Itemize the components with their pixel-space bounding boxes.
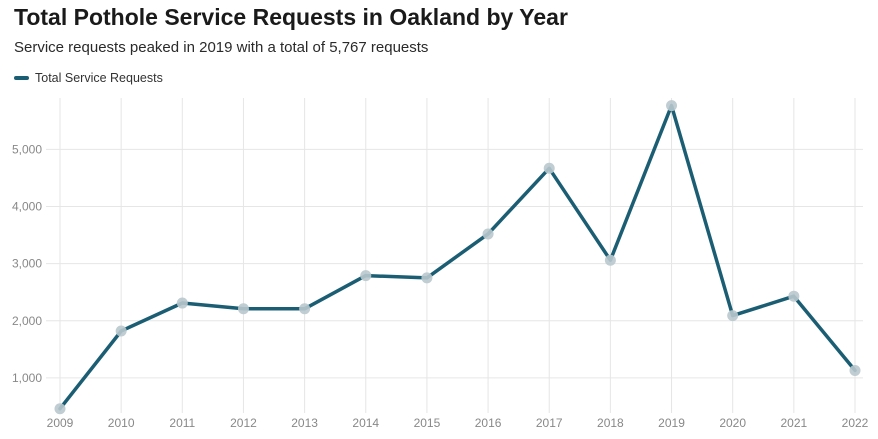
legend-label: Total Service Requests	[35, 71, 163, 85]
data-point	[237, 303, 249, 315]
y-tick-label: 4,000	[12, 200, 42, 214]
x-tick-label: 2011	[169, 416, 195, 430]
x-axis-ticks: 2009 2010 2011 2012 2013 2014 2015 2016 2017 2018…	[47, 416, 869, 430]
legend-swatch	[14, 76, 29, 80]
data-point	[849, 364, 861, 376]
series-line	[58, 103, 857, 411]
x-tick-label: 2017	[536, 416, 563, 430]
data-point	[543, 162, 555, 174]
data-point	[115, 325, 127, 337]
chart-subtitle: Service requests peaked in 2019 with a t…	[14, 39, 429, 56]
data-point	[604, 254, 616, 266]
x-tick-label: 2019	[658, 416, 685, 430]
x-tick-label: 2009	[47, 416, 74, 430]
x-tick-label: 2014	[352, 416, 379, 430]
y-axis-ticks: 1,000 2,000 3,000 4,000 5,000	[12, 142, 42, 384]
y-tick-label: 5,000	[12, 142, 42, 156]
x-tick-label: 2012	[230, 416, 257, 430]
x-tick-label: 2018	[597, 416, 624, 430]
data-point	[482, 228, 494, 240]
x-tick-label: 2010	[108, 416, 135, 430]
data-point	[176, 297, 188, 309]
grid-lines	[46, 98, 863, 413]
x-tick-label: 2015	[414, 416, 441, 430]
y-tick-label: 1,000	[12, 371, 42, 385]
y-tick-label: 2,000	[12, 314, 42, 328]
x-tick-label: 2022	[842, 416, 869, 430]
x-tick-label: 2021	[780, 416, 807, 430]
y-tick-label: 3,000	[12, 257, 42, 271]
series-group	[54, 100, 861, 415]
data-point	[54, 403, 66, 415]
data-point	[727, 310, 739, 322]
x-tick-label: 2016	[475, 416, 502, 430]
x-tick-label: 2020	[719, 416, 746, 430]
data-point	[299, 303, 311, 315]
x-tick-label: 2013	[291, 416, 318, 430]
data-point	[788, 290, 800, 302]
chart-legend: Total Service Requests	[14, 71, 163, 85]
data-point	[666, 100, 678, 112]
data-point	[421, 272, 433, 284]
data-point	[360, 270, 372, 282]
chart-title: Total Pothole Service Requests in Oaklan…	[14, 4, 568, 30]
